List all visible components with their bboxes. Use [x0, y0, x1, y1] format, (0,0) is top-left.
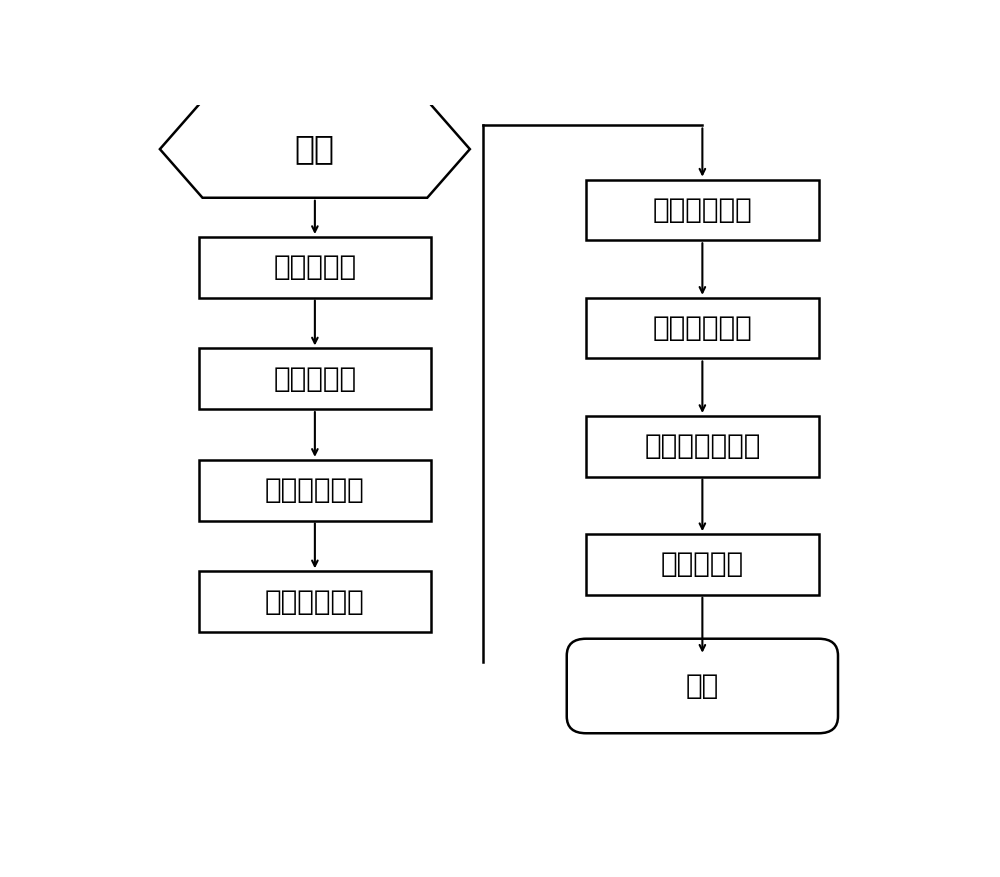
Text: 图像轮廓提取: 图像轮廓提取: [265, 476, 365, 504]
Text: 系统初始化: 系统初始化: [273, 253, 356, 282]
Bar: [586, 416, 819, 477]
Bar: [586, 180, 819, 240]
Bar: [199, 348, 431, 410]
Text: 图像预处理: 图像预处理: [273, 365, 356, 393]
Bar: [199, 460, 431, 521]
Text: 选取匹配目标: 选取匹配目标: [652, 196, 752, 224]
FancyBboxPatch shape: [567, 638, 838, 733]
Bar: [586, 534, 819, 595]
Text: 开始: 开始: [295, 132, 335, 166]
Bar: [199, 571, 431, 632]
Text: 计算位置偏差値: 计算位置偏差値: [644, 432, 761, 460]
Text: 结束: 结束: [686, 672, 719, 700]
Bar: [586, 297, 819, 359]
Text: 图像特征匹配: 图像特征匹配: [652, 314, 752, 342]
Polygon shape: [160, 101, 470, 197]
Text: 偏差値输出: 偏差値输出: [661, 551, 744, 579]
Bar: [199, 237, 431, 297]
Text: 图像旋转缩放: 图像旋转缩放: [265, 588, 365, 616]
